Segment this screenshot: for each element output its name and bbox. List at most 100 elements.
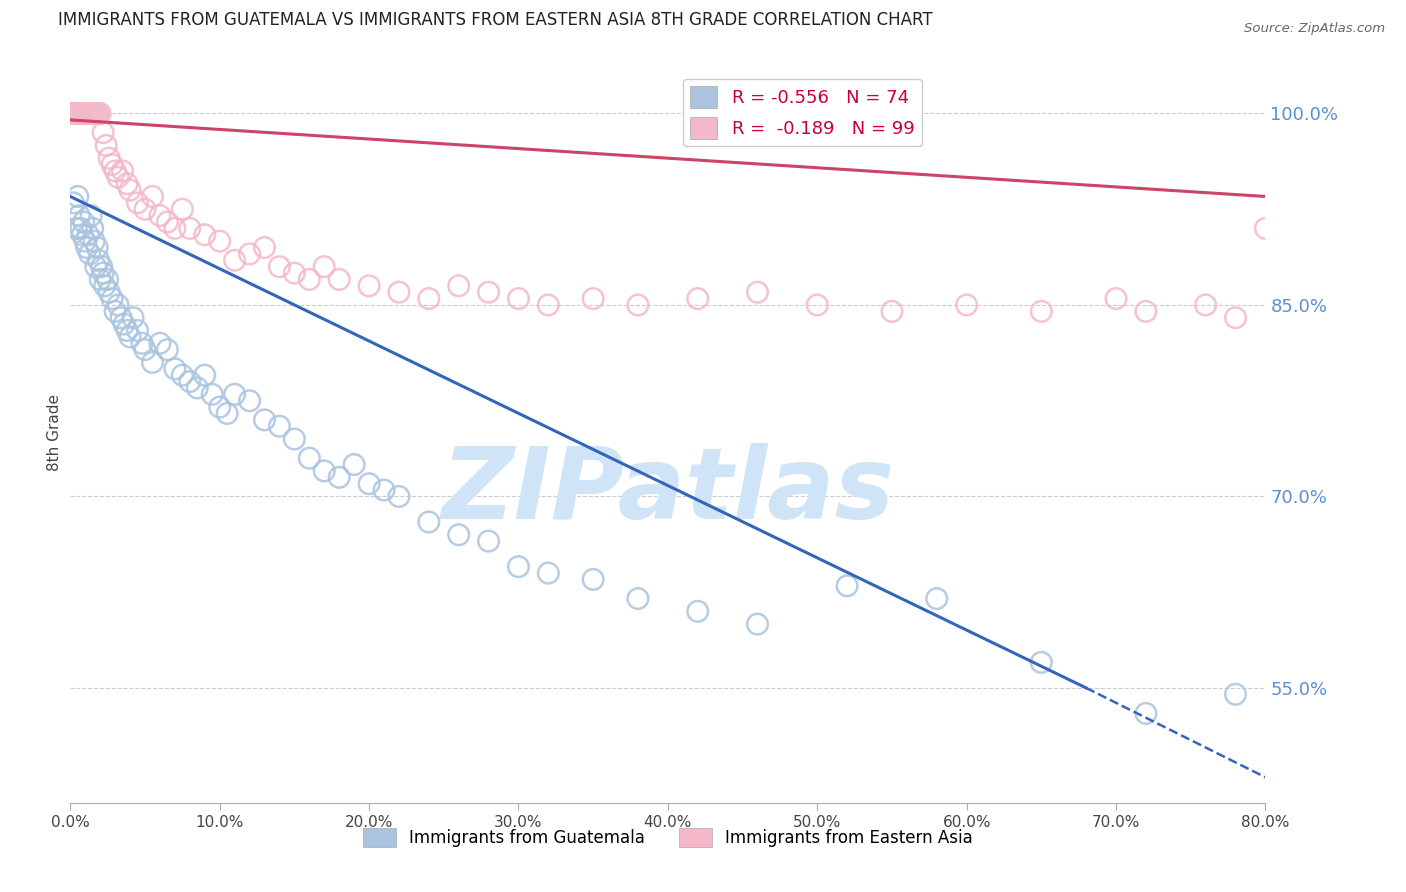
Point — [91, 126, 114, 140]
Point — [107, 298, 129, 312]
Point — [359, 476, 381, 491]
Point — [101, 292, 124, 306]
Point — [508, 292, 530, 306]
Point — [84, 106, 107, 120]
Point — [1225, 310, 1247, 325]
Point — [149, 209, 172, 223]
Point — [87, 106, 110, 120]
Point — [537, 566, 560, 580]
Point — [120, 330, 141, 344]
Point — [269, 419, 291, 434]
Point — [283, 432, 305, 446]
Point — [253, 413, 276, 427]
Point — [194, 368, 217, 383]
Point — [208, 400, 231, 414]
Point — [122, 310, 145, 325]
Point — [179, 221, 201, 235]
Point — [84, 260, 107, 274]
Point — [880, 304, 903, 318]
Point — [328, 272, 350, 286]
Point — [149, 336, 172, 351]
Point — [314, 260, 336, 274]
Point — [79, 247, 101, 261]
Point — [1135, 304, 1157, 318]
Point — [179, 375, 201, 389]
Point — [104, 164, 127, 178]
Point — [62, 106, 84, 120]
Point — [686, 604, 709, 618]
Point — [582, 292, 605, 306]
Point — [112, 317, 135, 331]
Point — [83, 106, 105, 120]
Point — [418, 292, 440, 306]
Point — [69, 106, 91, 120]
Point — [115, 324, 138, 338]
Point — [537, 298, 560, 312]
Point — [67, 106, 90, 120]
Point — [582, 573, 605, 587]
Point — [224, 253, 246, 268]
Point — [97, 272, 120, 286]
Point — [1031, 304, 1053, 318]
Point — [65, 106, 87, 120]
Point — [89, 272, 111, 286]
Point — [86, 106, 108, 120]
Legend: Immigrants from Guatemala, Immigrants from Eastern Asia: Immigrants from Guatemala, Immigrants fr… — [356, 822, 980, 854]
Point — [314, 464, 336, 478]
Point — [127, 324, 149, 338]
Point — [79, 106, 101, 120]
Point — [418, 515, 440, 529]
Text: Source: ZipAtlas.com: Source: ZipAtlas.com — [1244, 22, 1385, 36]
Point — [80, 209, 103, 223]
Point — [747, 285, 769, 300]
Point — [478, 534, 501, 549]
Point — [156, 343, 179, 357]
Point — [70, 227, 93, 242]
Point — [1254, 221, 1277, 235]
Point — [172, 368, 194, 383]
Point — [111, 164, 134, 178]
Point — [107, 170, 129, 185]
Point — [90, 260, 112, 274]
Point — [77, 106, 100, 120]
Point — [201, 387, 224, 401]
Point — [217, 407, 239, 421]
Point — [478, 285, 501, 300]
Text: IMMIGRANTS FROM GUATEMALA VS IMMIGRANTS FROM EASTERN ASIA 8TH GRADE CORRELATION : IMMIGRANTS FROM GUATEMALA VS IMMIGRANTS … — [59, 11, 934, 29]
Point — [75, 234, 97, 248]
Point — [91, 266, 114, 280]
Point — [359, 278, 381, 293]
Point — [80, 106, 103, 120]
Point — [388, 285, 411, 300]
Point — [66, 106, 89, 120]
Point — [82, 221, 104, 235]
Point — [96, 138, 117, 153]
Point — [163, 221, 186, 235]
Point — [134, 202, 156, 217]
Point — [186, 381, 208, 395]
Point — [343, 458, 366, 472]
Point — [77, 227, 100, 242]
Point — [65, 221, 87, 235]
Point — [141, 189, 163, 203]
Point — [67, 209, 90, 223]
Point — [1105, 292, 1128, 306]
Point — [508, 559, 530, 574]
Text: ZIPatlas: ZIPatlas — [441, 443, 894, 541]
Point — [194, 227, 217, 242]
Point — [224, 387, 246, 401]
Point — [93, 278, 115, 293]
Point — [63, 106, 86, 120]
Point — [747, 617, 769, 632]
Point — [86, 240, 108, 255]
Point — [76, 106, 98, 120]
Point — [98, 151, 121, 165]
Point — [239, 393, 262, 408]
Point — [110, 310, 132, 325]
Point — [69, 221, 91, 235]
Point — [73, 106, 96, 120]
Point — [627, 298, 650, 312]
Point — [837, 579, 859, 593]
Point — [76, 240, 98, 255]
Point — [328, 470, 350, 484]
